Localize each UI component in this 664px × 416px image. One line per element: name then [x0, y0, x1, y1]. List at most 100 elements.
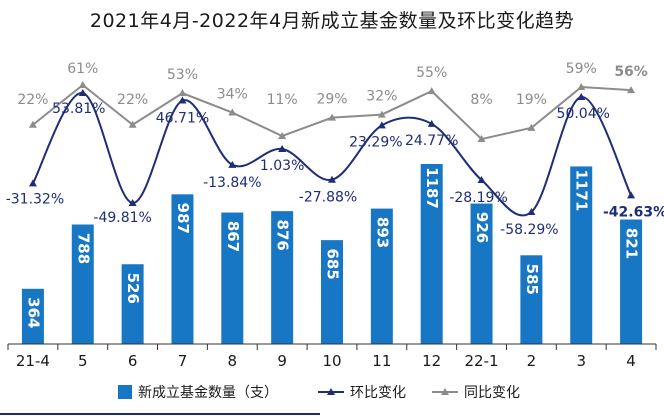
x-tick-label: 4 — [626, 352, 636, 370]
mom-point — [577, 93, 586, 101]
mom-point — [427, 119, 436, 127]
mom-point — [78, 89, 87, 96]
mom-value-label: 24.77% — [405, 133, 458, 149]
x-tick-label: 8 — [228, 352, 238, 370]
lines-layer: 22% 61% 22% 53% 34% 11% 29% 32% 55% 8% 19% 59% 56% -3… — [6, 61, 664, 238]
mom-point — [278, 145, 287, 153]
mom-point — [477, 176, 486, 184]
mom-point — [527, 208, 536, 215]
bar-9 — [271, 211, 294, 344]
legend: 新成立基金数量（支） 环比变化 同比变化 — [0, 384, 520, 415]
x-tick-label: 6 — [128, 352, 138, 370]
yoy-point — [577, 83, 586, 91]
bar-5 — [71, 224, 94, 344]
bar-value-label: 876 — [274, 220, 292, 251]
mom-value-label: -58.29% — [500, 222, 558, 238]
yoy-point — [28, 120, 37, 128]
mom-point — [128, 198, 137, 206]
yoy-value-label: 34% — [217, 87, 248, 103]
x-axis: 21-4 5 6 7 8 9 10 11 12 22-1 2 3 4 — [7, 343, 657, 370]
bar-8 — [221, 212, 244, 344]
mom-value-label: 46.71% — [156, 111, 209, 127]
yoy-point — [228, 108, 237, 116]
bar-value-label: 987 — [174, 203, 192, 234]
mom-point — [28, 179, 37, 187]
bar-11 — [370, 208, 393, 344]
mom-point — [178, 96, 187, 104]
mom-value-label: -49.81% — [93, 210, 151, 226]
bar-value-label: 585 — [523, 264, 541, 295]
mom-line — [32, 92, 632, 217]
bar-value-label: 364 — [24, 297, 42, 328]
yoy-value-label: 19% — [516, 92, 547, 108]
mom-value-label: 1.03% — [260, 158, 304, 174]
bar-4 — [620, 219, 643, 344]
mom-point — [328, 175, 336, 183]
yoy-value-label: 22% — [117, 92, 148, 108]
bar-value-label: 526 — [124, 273, 142, 304]
mom-value-label: -27.88% — [299, 190, 357, 206]
legend-mom-marker — [327, 388, 335, 395]
bar-2 — [520, 255, 543, 344]
mom-value-label: -28.19% — [449, 190, 507, 206]
yoy-point — [477, 135, 486, 143]
legend-yoy-marker — [441, 388, 449, 395]
bar-value-label: 867 — [224, 221, 242, 252]
x-tick-label: 5 — [78, 352, 88, 370]
mom-point — [627, 191, 636, 199]
bar-value-label: 685 — [324, 248, 342, 279]
legend-yoy-label: 同比变化 — [464, 385, 520, 401]
mom-value-label: -13.84% — [203, 175, 261, 191]
yoy-point — [627, 86, 636, 94]
bar-22-1 — [470, 203, 493, 344]
yoy-value-label: 32% — [366, 89, 397, 105]
x-tick-label: 7 — [178, 352, 188, 370]
x-tick-label: 10 — [322, 352, 341, 370]
yoy-point — [427, 87, 436, 95]
x-tick-label: 9 — [277, 352, 287, 370]
yoy-value-label: 22% — [17, 92, 48, 108]
mom-value-label: -31.32% — [6, 191, 64, 207]
yoy-point — [328, 113, 336, 121]
chart-title: 2021年4月-2022年4月新成立基金数量及环比变化趋势 — [89, 10, 575, 32]
legend-mom-label: 环比变化 — [350, 385, 406, 401]
bar-value-label: 893 — [373, 217, 391, 248]
x-tick-label: 21-4 — [16, 352, 50, 370]
bar-10 — [321, 240, 343, 344]
legend-bar-swatch — [118, 385, 132, 399]
yoy-value-label: 29% — [316, 92, 347, 108]
yoy-value-label: 11% — [267, 92, 298, 108]
legend-bar-label: 新成立基金数量（支） — [138, 384, 278, 401]
mom-point — [377, 121, 386, 129]
mom-value-label: 53.81% — [52, 101, 105, 117]
x-tick-label: 3 — [576, 352, 586, 370]
yoy-point — [278, 132, 287, 139]
yoy-value-label: 55% — [416, 65, 447, 81]
x-tick-label: 11 — [372, 352, 391, 370]
yoy-point — [128, 120, 137, 128]
bar-12 — [420, 164, 443, 344]
mom-value-label: 50.04% — [557, 106, 610, 122]
bar-value-label: 926 — [473, 212, 491, 243]
bar-value-label: 821 — [623, 228, 641, 259]
bar-value-label: 1171 — [573, 170, 591, 212]
mom-value-label: -42.63% — [603, 204, 664, 220]
mom-point — [228, 160, 237, 168]
x-tick-label: 12 — [422, 352, 441, 370]
x-tick-label: 2 — [527, 352, 537, 370]
bar-21-4 — [21, 288, 44, 344]
yoy-value-label: 53% — [167, 67, 198, 83]
bar-7 — [171, 194, 194, 344]
yoy-value-label: 56% — [614, 64, 648, 80]
bar-3 — [570, 166, 593, 344]
bars-layer: 364 788 526 987 867 876 685 893 1187 926 585 1171 82… — [21, 164, 643, 344]
yoy-value-label: 61% — [67, 61, 98, 77]
yoy-value-label: 8% — [470, 92, 492, 108]
x-tick-label: 22-1 — [465, 352, 499, 370]
bar-value-label: 1187 — [423, 167, 441, 209]
yoy-point — [377, 110, 386, 118]
mom-value-label: 23.29% — [349, 134, 402, 150]
yoy-point — [527, 123, 536, 131]
yoy-value-label: 59% — [566, 61, 597, 77]
